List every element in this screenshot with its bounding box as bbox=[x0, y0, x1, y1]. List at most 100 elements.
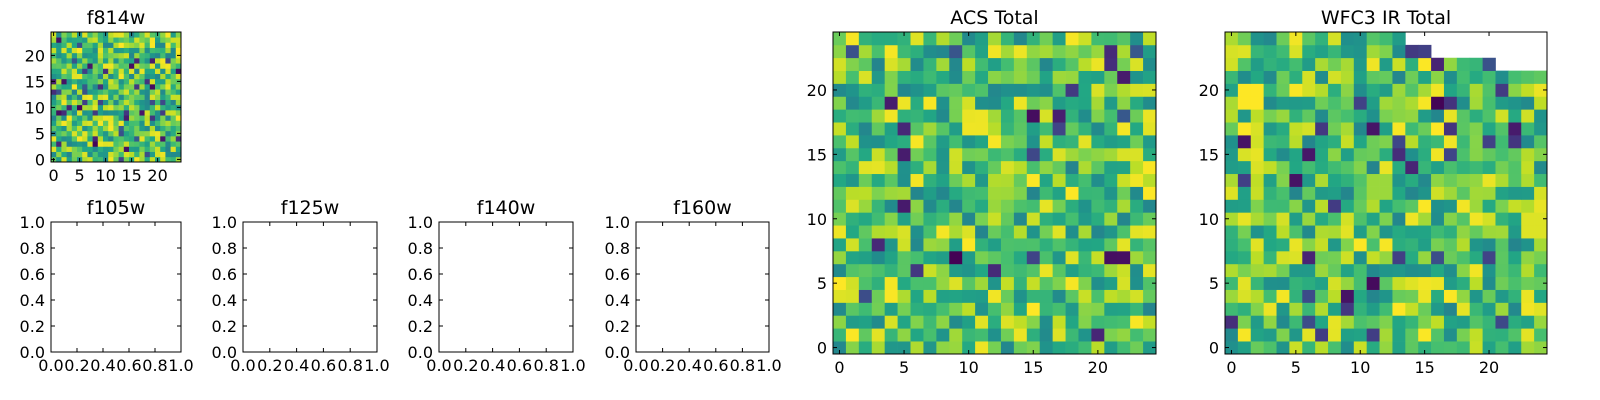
heatmap-cell bbox=[129, 52, 135, 59]
heatmap-cell bbox=[910, 160, 924, 175]
heatmap-cell bbox=[1263, 122, 1277, 136]
heatmap-cell bbox=[1276, 225, 1290, 239]
heatmap-cell bbox=[1366, 44, 1380, 59]
x-tick-label: 1.0 bbox=[168, 356, 193, 375]
heatmap-cell bbox=[1456, 70, 1471, 84]
heatmap-cell bbox=[910, 122, 924, 136]
heatmap-cell bbox=[1143, 238, 1157, 252]
heatmap-cell bbox=[56, 47, 62, 54]
heatmap-cell bbox=[1340, 212, 1355, 226]
heatmap-cell bbox=[1392, 199, 1406, 213]
heatmap-cell bbox=[1065, 160, 1079, 175]
heatmap-cell bbox=[92, 73, 99, 80]
heatmap-cell bbox=[988, 70, 1002, 84]
heatmap-cell bbox=[113, 136, 119, 142]
heatmap-cell bbox=[149, 42, 156, 48]
heatmap-cell bbox=[1508, 135, 1522, 149]
heatmap-cell bbox=[962, 173, 976, 187]
heatmap-cell bbox=[1366, 32, 1380, 46]
heatmap-cell bbox=[87, 32, 93, 38]
heatmap-cell bbox=[975, 32, 989, 46]
heatmap-cell bbox=[1225, 186, 1239, 200]
heatmap-cell bbox=[113, 84, 119, 90]
heatmap-cell bbox=[1328, 302, 1342, 316]
heatmap-cell bbox=[1263, 263, 1277, 278]
heatmap-cell bbox=[160, 99, 166, 106]
heatmap-cell bbox=[66, 32, 73, 38]
heatmap-cell bbox=[1117, 147, 1131, 162]
heatmap-cell bbox=[936, 173, 950, 187]
heatmap-cell bbox=[113, 68, 119, 74]
heatmap-cell bbox=[936, 263, 950, 278]
heatmap-cell bbox=[858, 44, 873, 59]
heatmap-cell bbox=[66, 58, 73, 64]
heatmap-cell bbox=[897, 122, 911, 136]
heatmap-cell bbox=[1379, 96, 1393, 110]
heatmap-cell bbox=[1302, 173, 1316, 187]
heatmap-cell bbox=[1225, 122, 1239, 136]
heatmap-cell bbox=[988, 250, 1002, 265]
heatmap-cell bbox=[170, 68, 177, 74]
heatmap-cell bbox=[988, 173, 1002, 187]
heatmap-cell bbox=[1340, 96, 1355, 110]
heatmap-cell bbox=[1289, 341, 1303, 355]
heatmap-cell bbox=[1013, 238, 1028, 252]
heatmap-cell bbox=[87, 151, 93, 158]
heatmap-cell bbox=[1039, 199, 1053, 213]
heatmap-cell bbox=[61, 68, 67, 74]
heatmap-cell bbox=[975, 186, 989, 200]
heatmap-cell bbox=[975, 315, 989, 329]
heatmap-cell bbox=[1443, 199, 1458, 213]
heatmap-cell bbox=[1117, 276, 1131, 290]
heatmap-cell bbox=[962, 186, 976, 200]
heatmap-cell bbox=[936, 212, 950, 226]
heatmap-cell bbox=[1443, 173, 1458, 187]
heatmap-cell bbox=[108, 141, 114, 147]
heatmap-cell bbox=[170, 42, 177, 48]
heatmap-cell bbox=[1263, 289, 1277, 303]
heatmap-cell bbox=[1065, 173, 1079, 187]
heatmap-cell bbox=[170, 84, 177, 90]
heatmap-cell bbox=[1366, 96, 1380, 110]
y-tick-label: 0.2 bbox=[212, 317, 237, 336]
heatmap-cell bbox=[1495, 109, 1509, 123]
heatmap-cell bbox=[858, 276, 873, 290]
heatmap-cell bbox=[1143, 135, 1157, 149]
heatmap-cell bbox=[1117, 302, 1131, 316]
heatmap-cell bbox=[1366, 70, 1380, 84]
heatmap-cell bbox=[1340, 315, 1355, 329]
heatmap-cell bbox=[149, 99, 156, 106]
heatmap-cell bbox=[936, 147, 950, 162]
y-tick-label: 1.0 bbox=[212, 213, 237, 232]
heatmap-cell bbox=[123, 141, 130, 147]
heatmap-cell bbox=[56, 58, 62, 64]
heatmap-cell bbox=[66, 156, 73, 163]
heatmap-cell bbox=[71, 73, 78, 80]
heatmap-cell bbox=[1250, 225, 1264, 239]
heatmap-cell bbox=[129, 115, 135, 121]
heatmap-cell bbox=[1405, 57, 1419, 71]
heatmap-cell bbox=[134, 120, 140, 126]
heatmap-cell bbox=[1078, 173, 1092, 187]
heatmap-cell bbox=[82, 58, 88, 64]
heatmap-cell bbox=[129, 151, 135, 158]
heatmap-cell bbox=[897, 32, 911, 46]
panel-4: 0.0 0.2 0.4 0.6 0.8 1.00.00.20.40.60.81.0f160… bbox=[605, 197, 782, 375]
heatmap-cell bbox=[1000, 160, 1015, 175]
heatmap-cell bbox=[1495, 238, 1509, 252]
heatmap-cell bbox=[103, 110, 109, 116]
heatmap-cell bbox=[1250, 212, 1264, 226]
heatmap-cell bbox=[1379, 173, 1393, 187]
heatmap-cell bbox=[139, 89, 145, 95]
heatmap-cell bbox=[123, 84, 130, 90]
heatmap-cell bbox=[975, 289, 989, 303]
heatmap-cell bbox=[149, 89, 156, 95]
heatmap-cell bbox=[51, 47, 57, 54]
heatmap-cell bbox=[129, 73, 135, 80]
heatmap-cell bbox=[1328, 32, 1342, 46]
heatmap-cell bbox=[108, 115, 114, 121]
heatmap-cell bbox=[1469, 212, 1483, 226]
heatmap-cell bbox=[1508, 328, 1522, 342]
heatmap-cell bbox=[1065, 250, 1079, 265]
heatmap-cell bbox=[975, 302, 989, 316]
